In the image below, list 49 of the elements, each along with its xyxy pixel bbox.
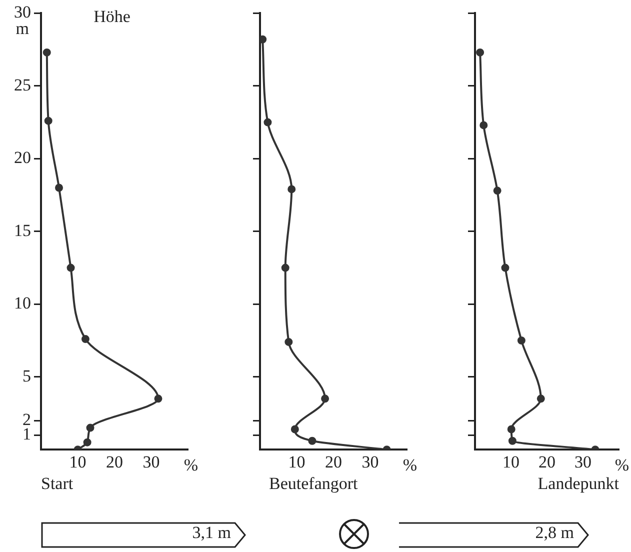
y-tick-label: 30 [14,2,31,22]
y-tick-label: 15 [14,220,31,240]
x-axis-title: % [614,456,629,475]
x-axis-title: % [184,456,198,475]
x-tick-label: 20 [106,452,123,472]
point [86,424,94,432]
point [264,118,272,126]
point [480,121,488,130]
point [476,48,484,56]
x-tick-label: 30 [362,452,379,472]
point [501,264,510,272]
x-tick-label: 10 [69,452,86,472]
chart-subtitle: Höhe [94,7,130,26]
point [44,116,52,125]
point [493,186,502,195]
point [81,335,90,344]
point [42,48,51,56]
point [260,35,267,44]
y-axis-title: m [16,19,29,38]
point [281,264,290,272]
text: Landepunkt [538,474,619,494]
point [284,338,293,346]
y-tick-label: 25 [14,75,31,94]
point [508,436,516,445]
point [536,394,545,403]
x-tick-label: 30 [574,452,592,472]
point [290,425,299,434]
point [321,394,330,403]
point [154,394,162,403]
point [308,436,316,445]
text: 3,1 m [192,523,231,543]
y-tick-label: 20 [14,148,31,168]
x-tick-label: 10 [288,452,306,472]
text: 2,8 m [535,523,574,543]
point [83,438,92,446]
y-tick-label: 5 [22,366,31,386]
point [517,336,526,344]
text: Beutefangort [269,474,358,494]
point [66,264,75,272]
x-tick-label: 30 [142,452,160,472]
y-tick-label: 10 [14,294,31,313]
point [288,185,296,194]
x-tick-label: 20 [538,452,556,472]
point [55,184,64,192]
x-tick-label: 10 [502,452,520,472]
point [507,425,516,434]
x-tick-label: 20 [325,452,342,472]
x-axis-title: % [402,456,417,475]
text: Start [41,474,74,494]
